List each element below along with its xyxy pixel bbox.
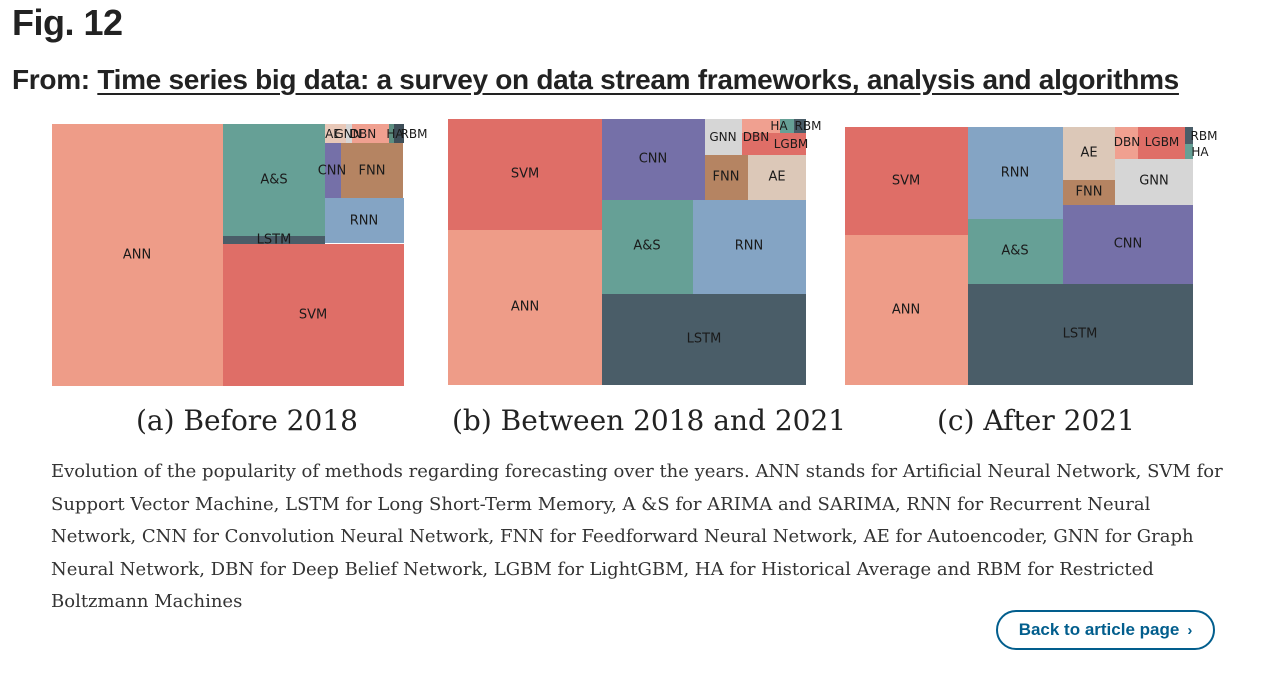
treemap-cell-gnn xyxy=(346,124,352,143)
treemap-after-2021: SVM ANN RNN A&S AE FNN DBN LGBM GNN RBM HA CNN LSTM xyxy=(845,127,1217,385)
treemap-label-aands: A&S xyxy=(633,239,660,254)
treemap-label-cnn: CNN xyxy=(318,164,347,179)
treemap-label-cnn: CNN xyxy=(1114,237,1143,252)
treemap-cell-gnn xyxy=(1115,159,1193,205)
from-prefix: From: xyxy=(12,64,98,95)
treemap-label-rnn: RNN xyxy=(1001,166,1029,181)
treemap-cell-aands xyxy=(968,219,1063,284)
treemap-cell-ha xyxy=(1185,144,1193,159)
treemap-label-fnn: FNN xyxy=(359,164,386,179)
treemap-svg: SVM ANN RNN A&S AE FNN DBN LGBM GNN RBM HA CNN LSTM xyxy=(845,127,1217,385)
treemap-before-2018: ANN A&S LSTM SVM CNN FNN RNN AE GNN DBN HA RBM xyxy=(52,124,427,386)
treemap-between-2018-2021: SVM ANN CNN GNN DBN HA RBM LGBM FNN AE A&S RNN LSTM xyxy=(448,119,821,385)
treemap-cell-lgbm xyxy=(742,133,806,155)
treemap-label-ha: HA xyxy=(386,127,404,141)
treemap-label-dbn: DBN xyxy=(1114,135,1140,149)
article-title-link[interactable]: Time series big data: a survey on data s… xyxy=(97,64,1179,95)
treemap-label-rbm: RBM xyxy=(1191,129,1218,143)
figure-label: Fig. 12 xyxy=(12,2,123,43)
treemap-label-lstm: LSTM xyxy=(687,332,722,347)
treemap-label-lgbm: LGBM xyxy=(774,137,809,151)
treemap-label-gnn: GNN xyxy=(1139,174,1169,189)
treemap-label-fnn: FNN xyxy=(713,170,740,185)
treemap-label-ha: HA xyxy=(770,119,788,133)
treemap-label-lstm: LSTM xyxy=(1063,327,1098,342)
treemap-label-svm: SVM xyxy=(892,174,920,189)
treemap-cell-rbm xyxy=(794,119,806,133)
treemap-label-ae: AE xyxy=(1080,146,1097,161)
treemap-label-svm: SVM xyxy=(511,167,539,182)
treemap-cell-lstm xyxy=(223,236,325,244)
treemap-label-aands: A&S xyxy=(1001,244,1028,259)
treemap-cell-aands xyxy=(602,200,693,294)
treemap-label-rnn: RNN xyxy=(735,239,763,254)
treemap-label-svm: SVM xyxy=(299,308,327,323)
treemap-cell-fnn xyxy=(341,143,403,198)
treemap-cell-cnn xyxy=(325,143,341,198)
treemap-cell-rnn xyxy=(693,200,806,294)
treemap-cell-dbn xyxy=(1115,127,1138,159)
treemap-cell-ann xyxy=(845,235,968,385)
treemap-cell-dbn xyxy=(352,124,389,143)
treemap-cell-lstm xyxy=(968,284,1193,385)
treemap-label-ann: ANN xyxy=(892,303,920,318)
back-button-label: Back to article page xyxy=(1018,620,1180,639)
treemap-label-ae: AE xyxy=(325,127,341,141)
chevron-right-icon: › xyxy=(1187,621,1193,639)
figure-caption: Evolution of the popularity of methods r… xyxy=(51,461,1223,612)
treemap-label-rbm: RBM xyxy=(401,127,428,141)
treemap-label-rnn: RNN xyxy=(350,214,378,229)
treemap-cell-ann xyxy=(448,230,602,385)
treemap-cell-aands xyxy=(223,124,325,236)
treemap-cell-rnn xyxy=(325,198,404,243)
treemap-cell-ae xyxy=(748,155,806,200)
treemap-label-ha: HA xyxy=(1191,145,1209,159)
treemap-label-aands: A&S xyxy=(260,173,287,188)
panel-caption-b: (b) Between 2018 and 2021 xyxy=(452,404,847,437)
treemap-cell-fnn xyxy=(1063,180,1115,205)
treemap-label-rbm: RBM xyxy=(795,119,822,133)
treemap-cell-fnn xyxy=(705,155,748,200)
treemap-label-ann: ANN xyxy=(123,248,151,263)
treemap-cell-rnn xyxy=(968,127,1063,219)
treemap-cell-svm xyxy=(448,119,602,230)
treemap-label-cnn: CNN xyxy=(639,152,668,167)
treemap-label-fnn: FNN xyxy=(1076,185,1103,200)
treemap-cell-ha xyxy=(780,119,794,133)
treemap-cell-lgbm xyxy=(1138,127,1185,159)
treemap-label-lstm: LSTM xyxy=(257,233,292,248)
treemap-label-gnn: GNN xyxy=(334,127,361,141)
back-to-article-button[interactable]: Back to article page › xyxy=(996,610,1215,650)
treemap-cell-svm xyxy=(223,244,404,386)
treemap-label-dbn: DBN xyxy=(350,127,376,141)
panel-caption-a: (a) Before 2018 xyxy=(136,404,358,437)
treemap-cell-gnn xyxy=(705,119,742,155)
treemap-cell-ann xyxy=(52,124,223,386)
treemap-cell-ha xyxy=(389,124,394,143)
treemap-cell-rbm xyxy=(1185,127,1193,144)
treemap-cell-cnn xyxy=(1063,205,1193,284)
treemap-label-dbn: DBN xyxy=(743,130,769,144)
treemap-label-ann: ANN xyxy=(511,300,539,315)
treemap-cell-ae xyxy=(325,124,346,143)
panel-caption-c: (c) After 2021 xyxy=(937,404,1135,437)
treemap-cell-ae xyxy=(1063,127,1115,180)
treemap-cell-cnn xyxy=(602,119,705,200)
treemap-label-ae: AE xyxy=(768,170,785,185)
treemap-cell-rbm xyxy=(394,124,404,143)
treemap-label-lgbm: LGBM xyxy=(1145,135,1180,149)
treemap-cell-svm xyxy=(845,127,968,235)
treemap-label-gnn: GNN xyxy=(709,130,736,144)
treemap-cell-lstm xyxy=(602,294,806,385)
article-source-line: From: Time series big data: a survey on … xyxy=(12,64,1179,96)
